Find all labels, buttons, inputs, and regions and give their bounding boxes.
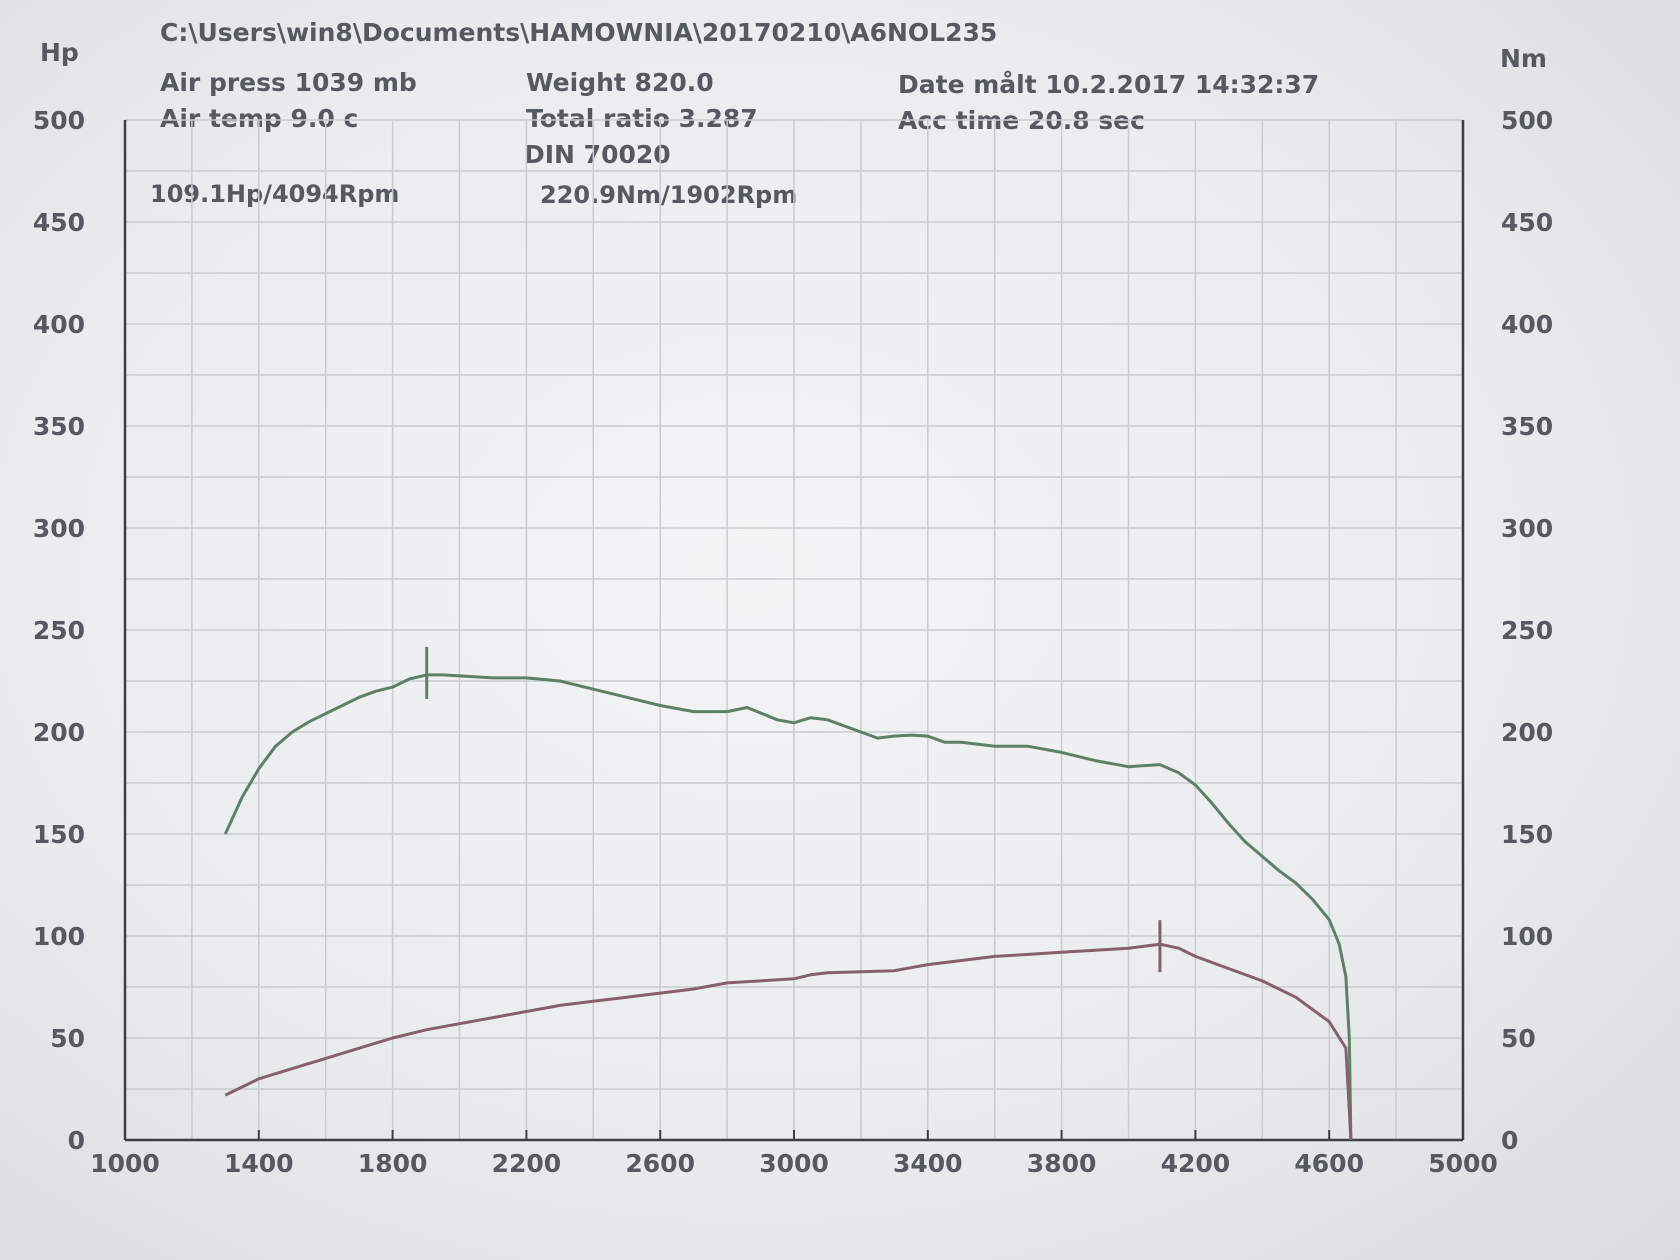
x-tick-label: 4600 <box>1294 1149 1364 1178</box>
torque-peak-label: 220.9Nm/1902Rpm <box>540 181 798 209</box>
y-right-tick-label: 150 <box>1501 820 1553 849</box>
y-left-tick-label: 300 <box>33 514 85 543</box>
y-left-tick-label: 100 <box>33 922 85 951</box>
right-axis-unit: Nm <box>1500 44 1547 73</box>
y-left-tick-label: 0 <box>68 1126 85 1155</box>
weight: Weight 820.0 <box>526 68 714 97</box>
y-left-tick-label: 450 <box>33 208 85 237</box>
y-right-tick-label: 500 <box>1501 106 1553 135</box>
y-left-tick-label: 400 <box>33 310 85 339</box>
y-left-tick-label: 150 <box>33 820 85 849</box>
y-right-tick-label: 450 <box>1501 208 1553 237</box>
x-tick-label: 1800 <box>358 1149 428 1178</box>
date-measured: Date målt 10.2.2017 14:32:37 <box>898 70 1320 99</box>
tick-labels: 1000 1400 1800 2200 2600 3000 3400 3800 4200 4600… <box>33 106 1553 1178</box>
series <box>223 646 1353 1141</box>
y-left-tick-label: 350 <box>33 412 85 441</box>
y-right-tick-label: 50 <box>1501 1024 1536 1053</box>
x-tick-label: 3000 <box>759 1149 829 1178</box>
y-right-tick-label: 0 <box>1501 1126 1518 1155</box>
power-curve <box>224 942 1353 1141</box>
x-tick-label: 1400 <box>224 1149 294 1178</box>
x-tick-label: 1000 <box>90 1149 160 1178</box>
y-left-tick-label: 50 <box>50 1024 85 1053</box>
x-tick-label: 4200 <box>1161 1149 1231 1178</box>
y-right-tick-label: 100 <box>1501 922 1553 951</box>
grid <box>125 119 1463 1140</box>
y-left-tick-label: 250 <box>33 616 85 645</box>
x-tick-label: 2600 <box>625 1149 695 1178</box>
file-path: C:\Users\win8\Documents\HAMOWNIA\2017021… <box>160 18 998 47</box>
x-tick-label: 5000 <box>1428 1149 1498 1178</box>
y-right-tick-label: 400 <box>1501 310 1553 339</box>
total-ratio: Total ratio 3.287 <box>526 104 758 133</box>
axes <box>123 120 1465 1142</box>
air-press: Air press 1039 mb <box>160 68 417 97</box>
din-standard: DIN 70020 <box>524 140 671 169</box>
x-tick-label: 3400 <box>893 1149 963 1178</box>
y-right-tick-label: 250 <box>1501 616 1553 645</box>
x-tick-label: 2200 <box>492 1149 562 1178</box>
torque-curve <box>223 673 1353 1141</box>
y-right-tick-label: 200 <box>1501 718 1553 747</box>
y-left-tick-label: 200 <box>33 718 85 747</box>
y-left-tick-label: 500 <box>33 106 85 135</box>
y-right-tick-label: 350 <box>1501 412 1553 441</box>
y-right-tick-label: 300 <box>1501 514 1553 543</box>
left-axis-unit: Hp <box>40 38 79 67</box>
x-tick-label: 3800 <box>1027 1149 1097 1178</box>
